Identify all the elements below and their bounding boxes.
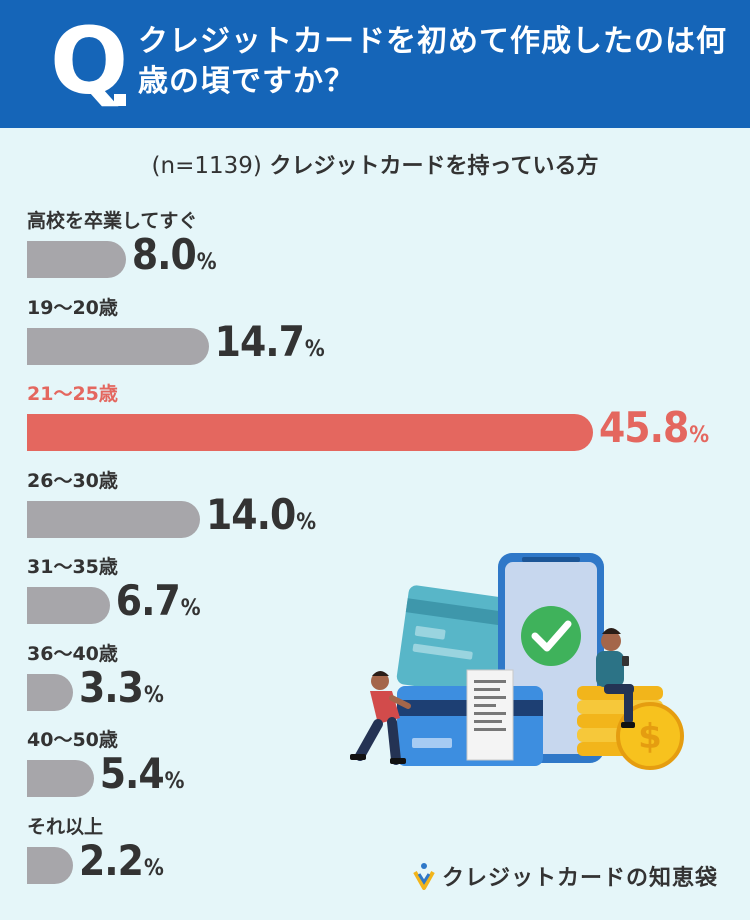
category-label: 36〜40歳 xyxy=(27,642,118,665)
bar xyxy=(27,414,593,451)
site-logo: クレジットカードの知恵袋 xyxy=(412,858,718,894)
category-label: 40〜50歳 xyxy=(27,729,118,751)
category-label: 高校を卒業してすぐ xyxy=(27,210,198,232)
respondent-group: クレジットカードを持っている方 xyxy=(269,154,599,179)
percent-sign: % xyxy=(143,855,164,881)
category-label: 19〜20歳 xyxy=(27,296,118,319)
data-label-value: 5.4 xyxy=(99,749,165,798)
data-label: 14.7% xyxy=(215,317,325,366)
data-label-value: 14.0 xyxy=(206,489,296,539)
bar xyxy=(27,587,110,624)
bar xyxy=(27,846,73,884)
data-label: 6.7% xyxy=(116,576,201,625)
data-label: 3.3% xyxy=(79,663,164,712)
category-label: 21〜25歳 xyxy=(27,383,118,405)
person-sitting-icon xyxy=(596,628,635,728)
data-label: 5.4% xyxy=(100,749,185,798)
percent-sign: % xyxy=(196,250,217,275)
data-label-value: 6.7 xyxy=(115,576,181,625)
chart-subtitle: (n=1139) クレジットカードを持っている方 xyxy=(0,148,750,180)
question-mark-badge: Q xyxy=(50,12,140,116)
credit-card-illustration: $ xyxy=(350,553,684,770)
percent-sign: % xyxy=(164,769,185,794)
data-label-value: 2.2 xyxy=(79,835,144,885)
sample-size: (n=1139) xyxy=(151,153,262,179)
data-label-value: 3.3 xyxy=(79,662,144,712)
data-label: 2.2% xyxy=(79,836,164,885)
person-pushing-icon xyxy=(350,671,411,765)
bar xyxy=(27,673,73,711)
percent-sign: % xyxy=(143,682,164,708)
percent-sign: % xyxy=(304,336,325,362)
percent-sign: % xyxy=(180,596,201,621)
data-label: 8.0% xyxy=(132,230,217,279)
bar xyxy=(27,327,209,365)
percent-sign: % xyxy=(296,509,317,535)
bar xyxy=(27,760,94,797)
receipt-icon xyxy=(466,669,514,761)
data-label-value: 45.8 xyxy=(599,403,689,452)
data-label: 14.0% xyxy=(206,490,316,539)
question-text: クレジットカードを初めて作成したのは何歳の頃ですか？ xyxy=(138,24,727,99)
bar xyxy=(27,500,200,538)
category-label: それ以上 xyxy=(27,815,104,838)
data-label: 45.8% xyxy=(599,403,709,452)
checkmark-icon xyxy=(521,606,581,666)
data-label-value: 8.0 xyxy=(131,230,197,279)
q-dot xyxy=(114,94,126,106)
credit-card-icon xyxy=(396,585,508,697)
percent-sign: % xyxy=(689,423,710,448)
svg-text:$: $ xyxy=(638,717,662,757)
category-label: 31〜35歳 xyxy=(27,556,118,578)
bar xyxy=(27,241,126,278)
card-logo-icon xyxy=(413,863,435,890)
logo-text: クレジットカードの知恵袋 xyxy=(442,866,719,891)
data-label-value: 14.7 xyxy=(214,316,305,366)
category-label: 26〜30歳 xyxy=(27,469,118,492)
dollar-coin-icon: $ xyxy=(616,702,684,770)
header-banner: Q クレジットカードを初めて作成したのは何歳の頃ですか？ xyxy=(0,0,750,128)
